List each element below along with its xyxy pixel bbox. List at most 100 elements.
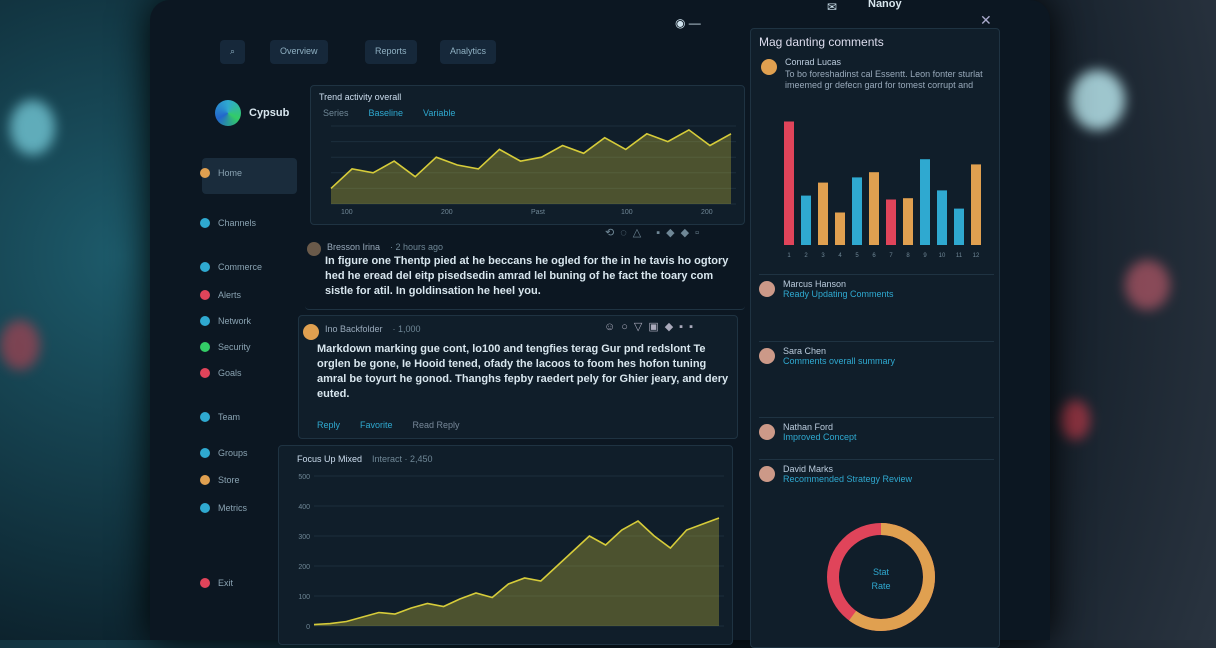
y-tick-label: 100 xyxy=(298,594,310,601)
inbox-icon[interactable]: ✉ xyxy=(827,0,838,14)
bar xyxy=(818,182,828,245)
sidebar-item[interactable]: Network xyxy=(200,316,251,326)
sidebar-item[interactable]: Channels xyxy=(200,218,256,228)
sidebar-item[interactable]: Home xyxy=(200,168,242,178)
user-name[interactable]: Nanoy xyxy=(868,0,902,10)
sidebar-icon xyxy=(200,262,210,272)
area-fill xyxy=(314,518,719,626)
sidebar-icon xyxy=(200,168,210,178)
chart-title: Trend activity overall xyxy=(319,92,402,102)
comment-item: Ino Backfolder · 1,000 ☺○▽▣◆▪▪ Markdown … xyxy=(298,315,738,439)
x-tick-label: 1 xyxy=(787,253,791,259)
chart-meta: Interact · 2,450 xyxy=(372,454,433,464)
legend-item: Variable xyxy=(423,108,456,118)
x-tick-label: 100 xyxy=(341,209,353,216)
sidebar-icon xyxy=(200,448,210,458)
comment-text: Comments overall summary xyxy=(783,356,896,366)
comment-item: Bresson Irina · 2 hours ago In figure on… xyxy=(305,240,745,310)
sidebar-item[interactable]: Security xyxy=(200,342,251,352)
bar xyxy=(852,177,862,245)
comment-header: Ino Backfolder · 1,000 xyxy=(325,324,421,334)
sidebar-item[interactable]: Exit xyxy=(200,578,233,588)
bar xyxy=(784,121,794,245)
sidebar-item[interactable]: Commerce xyxy=(200,262,262,272)
panel-title: Mag danting comments xyxy=(759,35,884,49)
sidebar-item-label: Groups xyxy=(218,448,248,458)
avatar xyxy=(759,466,775,482)
sidebar-item-label: Home xyxy=(218,168,243,178)
avatar xyxy=(759,281,775,297)
search-button[interactable]: ⌕ xyxy=(220,40,246,64)
bar xyxy=(869,172,879,245)
brand-name: Cypsub xyxy=(249,106,290,119)
chart-toolbar-icons[interactable]: ⟲◌△ ▪◆◆▫ xyxy=(605,227,705,239)
series-line xyxy=(313,517,720,626)
bokeh-light xyxy=(1070,70,1125,130)
sidebar-item[interactable]: Team xyxy=(200,412,240,422)
bokeh-light xyxy=(0,320,40,370)
bar xyxy=(920,159,930,245)
tab-analytics[interactable]: Analytics xyxy=(440,40,497,64)
sidebar-item-label: Team xyxy=(218,412,241,422)
avatar xyxy=(303,324,319,340)
favorite-button[interactable]: Favorite xyxy=(360,420,393,430)
x-tick-label: 2 xyxy=(804,253,808,259)
sidebar-item[interactable]: Goals xyxy=(200,368,242,378)
bar xyxy=(801,195,811,245)
comment-text: Markdown marking gue cont, lo100 and ten… xyxy=(317,343,729,400)
sidebar-item-label: Goals xyxy=(218,368,242,378)
tab-overview[interactable]: Overview xyxy=(270,40,328,64)
comment-text: Ready Updating Comments xyxy=(783,289,894,299)
sidebar-item[interactable]: Alerts xyxy=(200,290,241,300)
comments-panel: Mag danting comments Conrad Lucas To bo … xyxy=(750,28,1000,648)
sidebar-item-label: Exit xyxy=(218,578,234,588)
bokeh-light xyxy=(10,100,55,155)
sidebar-icon xyxy=(200,475,210,485)
sidebar-item[interactable]: Metrics xyxy=(200,503,247,513)
reply-button[interactable]: Reply xyxy=(317,420,341,430)
comment-list-item[interactable]: Sara Chen Comments overall summary xyxy=(759,341,994,366)
sidebar-icon xyxy=(200,316,210,326)
close-icon[interactable]: ✕ xyxy=(980,12,992,28)
sidebar-icon xyxy=(200,218,210,228)
sidebar-item[interactable]: Store xyxy=(200,475,240,485)
x-tick-label: 10 xyxy=(939,253,946,259)
avatar xyxy=(759,424,775,440)
comment-author: Ino Backfolder xyxy=(325,324,383,334)
trend-chart-panel: Trend activity overall Series Baseline V… xyxy=(310,85,745,225)
legend: Series Baseline Variable xyxy=(323,108,455,118)
donut-label: Stat xyxy=(873,567,890,577)
user-icon[interactable]: ◉ — xyxy=(675,16,701,30)
comment-header: Bresson Irina · 2 hours ago xyxy=(327,242,443,252)
sidebar-icon xyxy=(200,503,210,513)
reaction-icons[interactable]: ☺○▽▣◆▪▪ xyxy=(604,321,699,333)
comment-list-item[interactable]: David Marks Recommended Strategy Review xyxy=(759,459,994,484)
y-tick-label: 300 xyxy=(298,534,310,541)
comment-text: To bo foreshadinst cal Essentt. Leon fon… xyxy=(785,69,983,90)
chart-header: Focus Up Mixed Interact · 2,450 xyxy=(297,454,433,464)
donut-slice xyxy=(827,523,935,631)
bar xyxy=(903,198,913,245)
x-tick-label: 200 xyxy=(441,209,453,216)
x-tick-label: 6 xyxy=(872,253,876,259)
sidebar-item-label: Commerce xyxy=(218,262,263,272)
x-tick-label: 8 xyxy=(906,253,910,259)
sidebar-icon xyxy=(200,290,210,300)
avatar xyxy=(759,348,775,364)
sidebar-item[interactable]: Groups xyxy=(200,448,248,458)
x-tick-label: 7 xyxy=(889,253,893,259)
comment-list-item[interactable]: Nathan Ford Improved Concept xyxy=(759,417,994,442)
sidebar-item-label: Security xyxy=(218,342,251,352)
x-tick-label: 3 xyxy=(821,253,825,259)
bokeh-light xyxy=(1060,400,1090,440)
x-tick-label: 4 xyxy=(838,253,842,259)
read-reply-button[interactable]: Read Reply xyxy=(412,420,460,430)
x-tick-label: 11 xyxy=(956,253,963,259)
comment-author: Nathan Ford xyxy=(783,422,834,432)
comment-list-item[interactable]: Marcus Hanson Ready Updating Comments xyxy=(759,274,994,299)
tab-reports[interactable]: Reports xyxy=(365,40,417,64)
brand: Cypsub xyxy=(215,100,289,126)
avatar xyxy=(761,59,777,75)
x-tick-label: 9 xyxy=(923,253,927,259)
x-tick-label: 5 xyxy=(855,253,859,259)
